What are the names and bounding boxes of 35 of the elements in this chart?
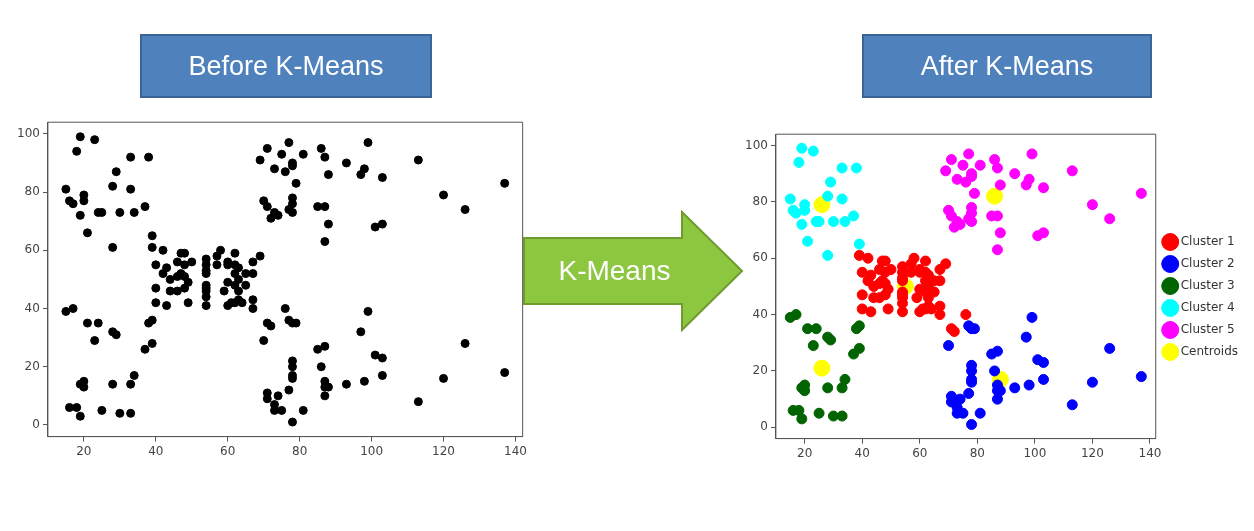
- x-tick-label: 100: [1023, 445, 1047, 460]
- legend-label: Cluster 4: [1180, 300, 1235, 315]
- legend-label: Cluster 5: [1180, 322, 1235, 337]
- y-tick-label: 60: [24, 242, 40, 257]
- x-tick-label: 80: [292, 443, 308, 458]
- x-tick-label: 60: [912, 445, 928, 460]
- text: K-Means: [557, 254, 672, 288]
- legend-label: Centroids: [1180, 344, 1239, 359]
- x-tick-label: 40: [148, 443, 164, 458]
- legend-label: Cluster 1: [1180, 234, 1235, 249]
- y-tick-label: 20: [24, 358, 40, 373]
- y-tick-label: 20: [752, 363, 768, 378]
- x-tick-label: 140: [504, 443, 527, 458]
- y-tick-label: 0: [32, 417, 40, 432]
- chart-title: Before K-Means: [140, 34, 432, 98]
- legend-label: Cluster 2: [1180, 256, 1235, 271]
- x-tick-label: 120: [432, 443, 455, 458]
- x-tick-label: 20: [797, 445, 813, 460]
- x-tick-label: 100: [360, 443, 384, 458]
- chart-title: After K-Means: [862, 34, 1152, 98]
- x-tick-label: 20: [76, 443, 92, 458]
- x-tick-label: 60: [220, 443, 236, 458]
- y-tick-label: 80: [752, 193, 768, 208]
- y-tick-label: 80: [24, 184, 40, 199]
- x-tick-label: 120: [1080, 445, 1104, 460]
- x-tick-label: 80: [969, 445, 985, 460]
- y-tick-label: 0: [760, 419, 768, 434]
- y-tick-label: 40: [24, 300, 40, 315]
- x-tick-label: 40: [854, 445, 870, 460]
- y-tick-label: 60: [752, 250, 768, 265]
- y-tick-label: 100: [17, 125, 40, 140]
- x-tick-label: 140: [1138, 445, 1162, 460]
- y-tick-label: 40: [752, 306, 768, 321]
- legend-label: Cluster 3: [1180, 278, 1235, 293]
- y-tick-label: 100: [745, 137, 768, 152]
